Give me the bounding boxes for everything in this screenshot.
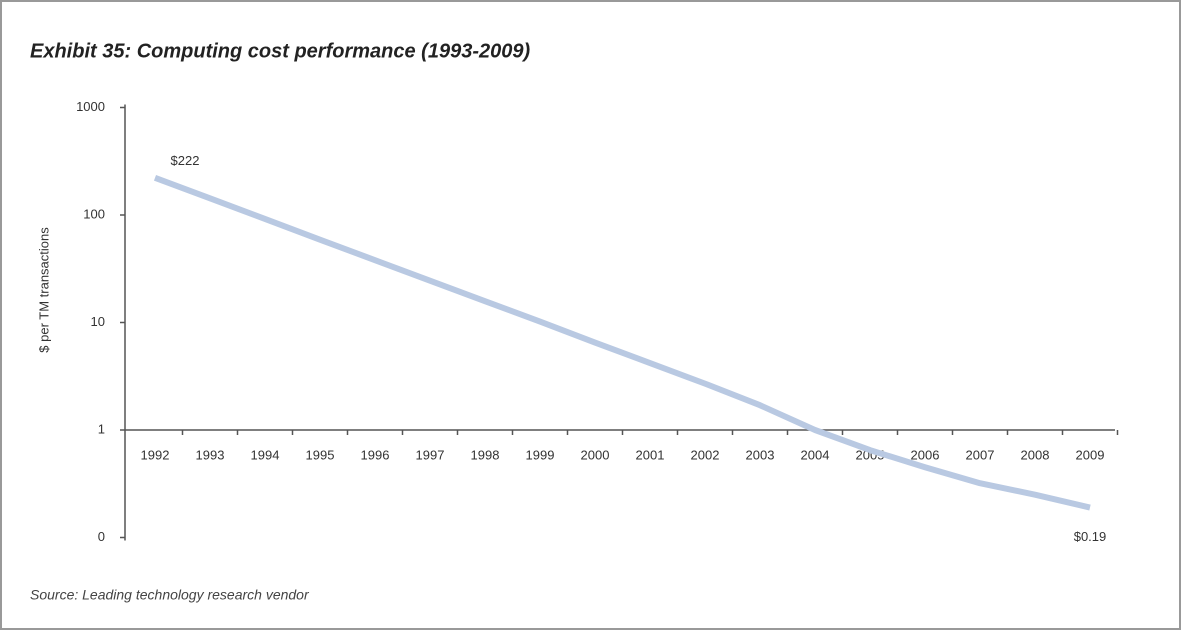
y-tick-label: 10 xyxy=(91,314,105,329)
x-tick-label: 1994 xyxy=(251,447,280,462)
x-tick-label: 2004 xyxy=(801,447,830,462)
x-tick-label: 2006 xyxy=(911,447,940,462)
value-label: $0.19 xyxy=(1074,529,1107,544)
x-tick-label: 1992 xyxy=(141,447,170,462)
y-axis-label: $ per TM transactions xyxy=(36,227,51,353)
x-tick-label: 2007 xyxy=(966,447,995,462)
x-tick-label: 1993 xyxy=(196,447,225,462)
x-tick-label: 2001 xyxy=(636,447,665,462)
y-tick-label: 100 xyxy=(83,206,105,221)
x-tick-label: 1998 xyxy=(471,447,500,462)
x-tick-label: 2000 xyxy=(581,447,610,462)
source-note: Source: Leading technology research vend… xyxy=(30,587,310,603)
x-tick-label: 1997 xyxy=(416,447,445,462)
x-tick-label: 2002 xyxy=(691,447,720,462)
y-tick-label: 1 xyxy=(98,421,105,436)
x-tick-label: 2009 xyxy=(1076,447,1105,462)
x-tick-label: 2008 xyxy=(1021,447,1050,462)
chart-title: Exhibit 35: Computing cost performance (… xyxy=(30,40,530,62)
x-tick-label: 2003 xyxy=(746,447,775,462)
x-tick-label: 1995 xyxy=(306,447,335,462)
x-tick-label: 1999 xyxy=(526,447,555,462)
value-label: $222 xyxy=(171,153,200,168)
y-tick-label: 0 xyxy=(98,529,105,544)
x-tick-label: 1996 xyxy=(361,447,390,462)
y-tick-label: 1000 xyxy=(76,99,105,114)
data-line xyxy=(153,174,1091,511)
